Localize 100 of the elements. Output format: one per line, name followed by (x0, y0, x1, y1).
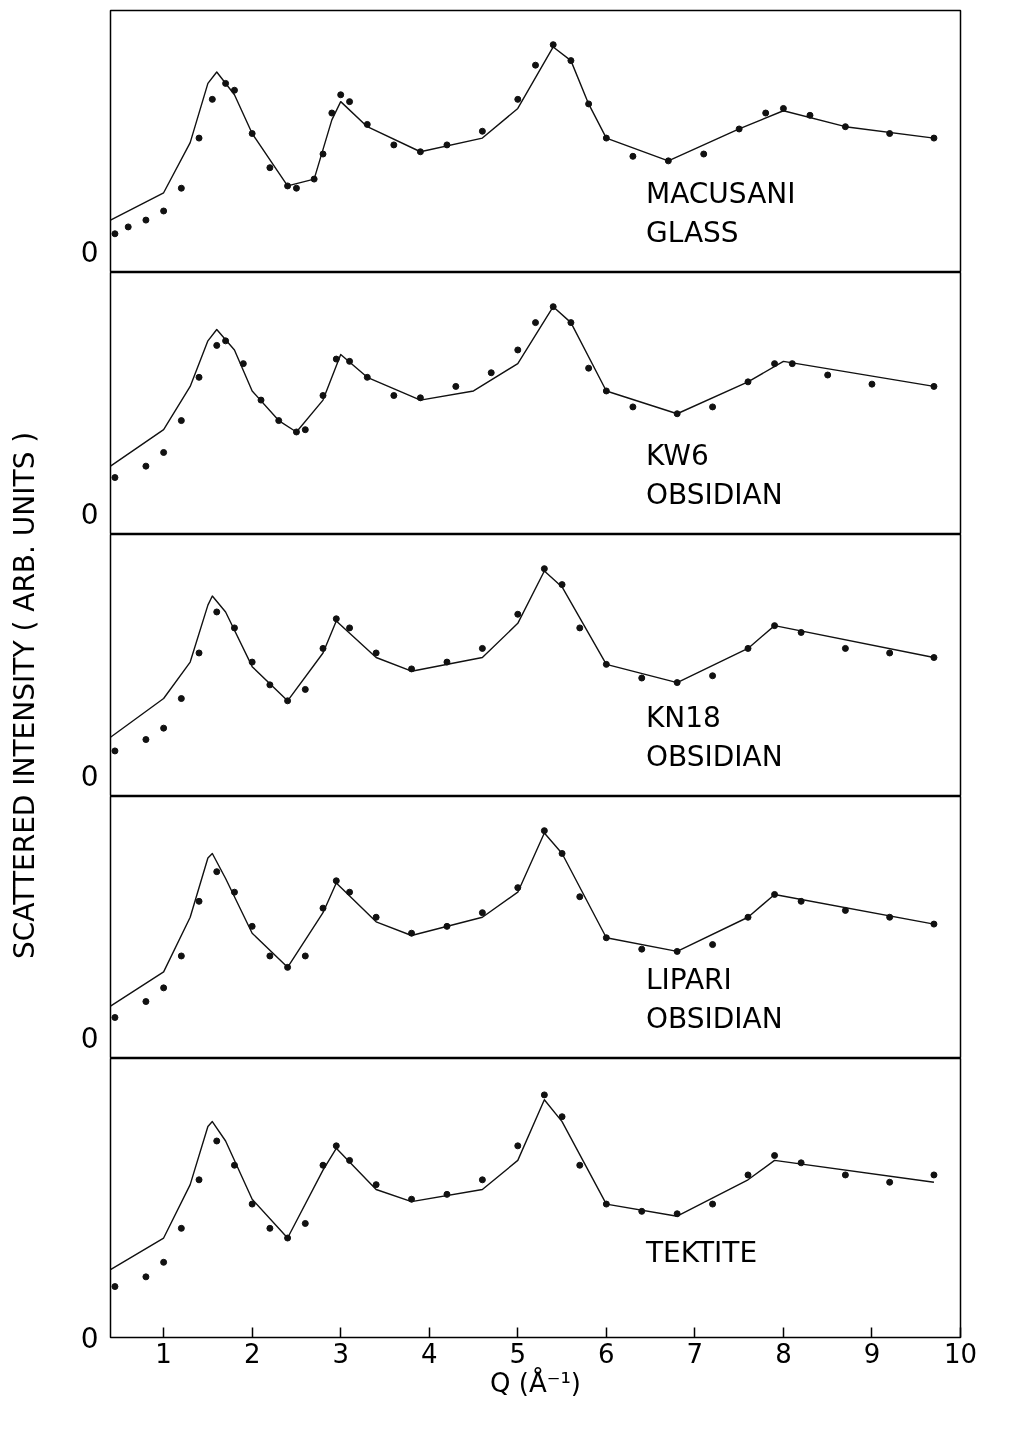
point (540, 565, 548, 573)
point (443, 658, 451, 666)
point (478, 644, 486, 652)
point (301, 952, 309, 960)
point (177, 417, 185, 425)
point (532, 61, 539, 69)
point (709, 1200, 717, 1208)
x-tick-label: 2 (243, 1338, 261, 1369)
point (248, 922, 256, 930)
point (332, 355, 340, 363)
point (744, 1171, 752, 1179)
point (346, 624, 354, 632)
annotation: KW6 OBSIDIAN (646, 438, 783, 512)
point (292, 184, 300, 192)
point (346, 888, 354, 896)
point (142, 736, 150, 744)
point (111, 1014, 119, 1021)
text: 0 (80, 498, 99, 531)
point (195, 649, 203, 657)
point (328, 109, 336, 117)
point (319, 904, 327, 912)
point (886, 1178, 894, 1186)
point (142, 1273, 150, 1281)
point (886, 649, 894, 657)
point (177, 695, 185, 703)
point (638, 945, 646, 953)
x-tick-label: 1 (155, 1338, 172, 1369)
point (319, 1161, 327, 1169)
annotation: LIPARI OBSIDIAN (646, 962, 783, 1036)
point (930, 134, 938, 142)
x-tick-label: 7 (686, 1338, 704, 1369)
point (806, 111, 814, 119)
point (332, 615, 340, 623)
point (841, 1171, 849, 1179)
point (700, 150, 708, 158)
point (346, 98, 354, 106)
point (558, 1113, 566, 1121)
point (319, 644, 327, 652)
point (629, 152, 637, 160)
point (868, 380, 876, 388)
point (841, 906, 849, 914)
point (390, 392, 398, 400)
point (195, 1176, 203, 1184)
point (111, 230, 119, 238)
point (266, 1224, 274, 1232)
point (266, 952, 274, 960)
point (709, 941, 717, 949)
point (239, 360, 247, 368)
text: 0 (80, 760, 99, 793)
point (452, 382, 460, 390)
point (111, 1283, 119, 1291)
point (195, 373, 203, 381)
point (585, 364, 593, 372)
point (177, 184, 185, 192)
point (195, 897, 203, 905)
x-tick-label: 8 (775, 1338, 792, 1369)
point (372, 649, 380, 657)
point (213, 608, 221, 616)
point (771, 360, 779, 368)
point (390, 141, 398, 149)
point (514, 95, 522, 103)
point (337, 91, 345, 99)
y-axis-title: SCATTERED INTENSITY ( ARB. UNITS ) (7, 431, 42, 959)
point (824, 371, 832, 379)
point (142, 998, 150, 1006)
point (160, 448, 168, 456)
point (762, 109, 770, 117)
point (576, 1161, 584, 1169)
point (111, 747, 119, 755)
point (487, 369, 495, 377)
point (177, 952, 185, 960)
point (478, 1176, 486, 1184)
point (248, 1200, 256, 1208)
annotation: KN18 OBSIDIAN (646, 700, 783, 774)
point (744, 378, 752, 386)
point (266, 164, 274, 172)
point (160, 724, 168, 732)
point (213, 868, 221, 876)
point (514, 346, 522, 354)
x-tick-label: 10 (943, 1338, 978, 1369)
point (540, 1091, 548, 1099)
point (177, 1224, 185, 1232)
point (372, 913, 380, 921)
point (195, 134, 203, 142)
point (111, 474, 119, 482)
point (629, 403, 637, 411)
text: 0 (80, 236, 99, 269)
point (930, 654, 938, 662)
point (213, 341, 221, 349)
point (514, 1142, 522, 1150)
point (142, 216, 150, 224)
point (301, 685, 309, 693)
point (549, 41, 557, 49)
x-axis-title: Q (Å⁻¹) (490, 1366, 581, 1398)
point (602, 1200, 610, 1208)
x-tick-label: 4 (420, 1338, 438, 1369)
text: 0 (80, 1322, 99, 1355)
point (332, 877, 340, 885)
point (709, 403, 717, 411)
point (478, 909, 486, 917)
